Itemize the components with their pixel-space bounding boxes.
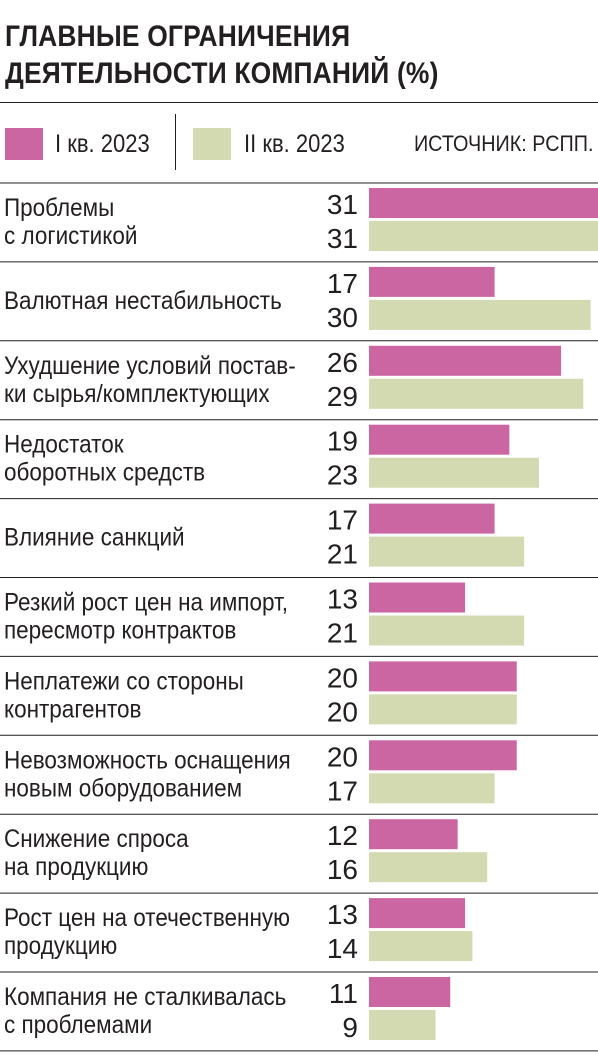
bar-q2: [369, 457, 539, 488]
bar-q1: [369, 977, 451, 1007]
bar-q2: [369, 299, 591, 330]
category-label: Невозможность оснащения новым оборудовани…: [4, 746, 291, 802]
category-label: Рост цен на отечественную продукцию: [4, 904, 290, 960]
legend-label-q1: I кв. 2023: [55, 130, 150, 158]
category-label: Проблемы с логистикой: [4, 194, 137, 250]
bar-q2: [369, 852, 488, 883]
value-label-q2: 20: [327, 696, 358, 727]
source-note: ИСТОЧНИК: РСПП.: [414, 131, 594, 156]
value-label-q1: 17: [327, 268, 358, 299]
bar-q2: [369, 773, 495, 804]
legend-label-q2: II кв. 2023: [244, 130, 345, 158]
legend-swatch-q1: [5, 128, 43, 160]
bar-q2: [369, 221, 598, 251]
bar-q1: [369, 819, 458, 850]
value-label-q1: 13: [327, 899, 358, 930]
value-label-q1: 19: [327, 426, 358, 457]
value-label-q2: 21: [327, 539, 358, 570]
chart-title-line-1: ГЛАВНЫЕ ОГРАНИЧЕНИЯ: [5, 20, 351, 53]
category-label: Влияние санкций: [4, 524, 185, 552]
bar-q2: [369, 378, 584, 409]
value-label-q2: 16: [327, 854, 358, 885]
bar-q1: [369, 740, 517, 771]
value-label-q1: 31: [327, 189, 358, 220]
category-label: Недостаток оборотных средств: [4, 431, 205, 487]
legend-swatch-q2: [193, 128, 231, 160]
value-label-q2: 17: [327, 775, 358, 806]
value-label-q1: 17: [327, 505, 358, 536]
bar-q2: [369, 694, 517, 725]
value-label-q2: 30: [327, 302, 358, 333]
value-label-q1: 20: [327, 662, 358, 693]
category-label: Неплатежи со стороны контрагентов: [4, 667, 244, 723]
category-label: Ухудшение условий постав-ки сырья/компле…: [4, 352, 296, 408]
category-label: Снижение спроса на продукцию: [4, 825, 189, 881]
value-label-q2: 21: [327, 618, 358, 649]
bar-q2: [369, 1010, 436, 1040]
value-label-q2: 9: [342, 1012, 358, 1043]
value-label-q2: 29: [327, 381, 358, 412]
category-label: Валютная нестабильность: [4, 287, 282, 315]
value-label-q1: 20: [327, 741, 358, 772]
value-label-q1: 13: [327, 584, 358, 615]
bar-q1: [369, 661, 517, 692]
top-divider: [0, 102, 598, 103]
bar-q1: [369, 424, 510, 455]
bar-q1: [369, 266, 495, 297]
bar-q1: [369, 582, 466, 613]
value-label-q2: 14: [327, 933, 358, 964]
chart-title: ГЛАВНЫЕ ОГРАНИЧЕНИЯ ДЕЯТЕЛЬНОСТИ КОМПАНИ…: [5, 18, 524, 92]
bar-q1: [369, 898, 466, 929]
bar-q1: [369, 503, 495, 534]
value-label-q2: 31: [327, 223, 358, 254]
chart-title-line-2: ДЕЯТЕЛЬНОСТИ КОМПАНИЙ (%): [5, 57, 439, 90]
category-label: Компания не сталкивалась с проблемами: [4, 983, 286, 1039]
category-label: Резкий рост цен на импорт, пересмотр конт…: [4, 588, 288, 644]
bar-q1: [369, 188, 598, 218]
legend-separator: [175, 114, 176, 170]
bar-q2: [369, 615, 525, 646]
value-label-q2: 23: [327, 460, 358, 491]
value-label-q1: 12: [327, 820, 358, 851]
value-label-q1: 26: [327, 347, 358, 378]
bar-q1: [369, 345, 562, 376]
value-label-q1: 11: [329, 978, 358, 1009]
bar-q2: [369, 536, 525, 567]
bar-q2: [369, 931, 473, 962]
